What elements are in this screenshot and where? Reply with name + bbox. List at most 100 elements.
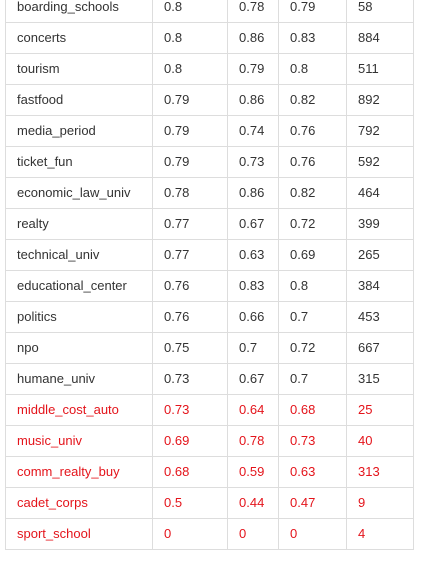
count-cell: 384 xyxy=(346,270,414,302)
metric-1-cell: 0.79 xyxy=(152,146,228,178)
metric-1-cell: 0.73 xyxy=(152,363,228,395)
metric-1-cell: 0.77 xyxy=(152,208,228,240)
metric-1-cell: 0.8 xyxy=(152,22,228,54)
table-row: boarding_schools 0.8 0.78 0.79 58 xyxy=(5,0,414,23)
metric-1-cell: 0.78 xyxy=(152,177,228,209)
metric-3-cell: 0 xyxy=(278,518,347,550)
metric-1-cell: 0.76 xyxy=(152,301,228,333)
metric-2-cell: 0.67 xyxy=(227,363,279,395)
metric-3-cell: 0.79 xyxy=(278,0,347,23)
count-cell: 667 xyxy=(346,332,414,364)
table-row: music_univ 0.69 0.78 0.73 40 xyxy=(5,425,414,457)
metric-3-cell: 0.83 xyxy=(278,22,347,54)
metric-3-cell: 0.76 xyxy=(278,115,347,147)
count-cell: 399 xyxy=(346,208,414,240)
category-name-cell: sport_school xyxy=(5,518,153,550)
metric-3-cell: 0.68 xyxy=(278,394,347,426)
metric-3-cell: 0.72 xyxy=(278,332,347,364)
category-name-cell: media_period xyxy=(5,115,153,147)
metric-1-cell: 0.8 xyxy=(152,0,228,23)
table-row: technical_univ 0.77 0.63 0.69 265 xyxy=(5,239,414,271)
count-cell: 592 xyxy=(346,146,414,178)
metric-3-cell: 0.8 xyxy=(278,270,347,302)
metric-1-cell: 0.76 xyxy=(152,270,228,302)
category-name-cell: educational_center xyxy=(5,270,153,302)
table-row: tourism 0.8 0.79 0.8 511 xyxy=(5,53,414,85)
count-cell: 892 xyxy=(346,84,414,116)
metric-3-cell: 0.82 xyxy=(278,177,347,209)
metric-3-cell: 0.47 xyxy=(278,487,347,519)
table-row: ticket_fun 0.79 0.73 0.76 592 xyxy=(5,146,414,178)
category-name-cell: realty xyxy=(5,208,153,240)
metric-2-cell: 0.83 xyxy=(227,270,279,302)
metric-2-cell: 0.86 xyxy=(227,84,279,116)
category-name-cell: technical_univ xyxy=(5,239,153,271)
metric-1-cell: 0.77 xyxy=(152,239,228,271)
table-row: cadet_corps 0.5 0.44 0.47 9 xyxy=(5,487,414,519)
metric-2-cell: 0.86 xyxy=(227,22,279,54)
metric-1-cell: 0.75 xyxy=(152,332,228,364)
metric-3-cell: 0.72 xyxy=(278,208,347,240)
table-row: economic_law_univ 0.78 0.86 0.82 464 xyxy=(5,177,414,209)
table-row: middle_cost_auto 0.73 0.64 0.68 25 xyxy=(5,394,414,426)
count-cell: 453 xyxy=(346,301,414,333)
category-name-cell: npo xyxy=(5,332,153,364)
metric-1-cell: 0 xyxy=(152,518,228,550)
metric-2-cell: 0.7 xyxy=(227,332,279,364)
count-cell: 9 xyxy=(346,487,414,519)
metrics-table: boarding_schools 0.8 0.78 0.79 58 concerts 0.8… xyxy=(5,0,414,550)
category-name-cell: economic_law_univ xyxy=(5,177,153,209)
metric-2-cell: 0.78 xyxy=(227,0,279,23)
metric-2-cell: 0.74 xyxy=(227,115,279,147)
count-cell: 4 xyxy=(346,518,414,550)
table-row: npo 0.75 0.7 0.72 667 xyxy=(5,332,414,364)
table-row: comm_realty_buy 0.68 0.59 0.63 313 xyxy=(5,456,414,488)
count-cell: 58 xyxy=(346,0,414,23)
table-row: fastfood 0.79 0.86 0.82 892 xyxy=(5,84,414,116)
table-row: sport_school 0 0 0 4 xyxy=(5,518,414,550)
metric-2-cell: 0.66 xyxy=(227,301,279,333)
metric-3-cell: 0.69 xyxy=(278,239,347,271)
count-cell: 315 xyxy=(346,363,414,395)
metric-3-cell: 0.7 xyxy=(278,363,347,395)
category-name-cell: comm_realty_buy xyxy=(5,456,153,488)
category-name-cell: politics xyxy=(5,301,153,333)
count-cell: 511 xyxy=(346,53,414,85)
count-cell: 884 xyxy=(346,22,414,54)
table-row: humane_univ 0.73 0.67 0.7 315 xyxy=(5,363,414,395)
metric-1-cell: 0.79 xyxy=(152,84,228,116)
metric-3-cell: 0.63 xyxy=(278,456,347,488)
category-name-cell: concerts xyxy=(5,22,153,54)
metric-1-cell: 0.79 xyxy=(152,115,228,147)
metric-2-cell: 0.63 xyxy=(227,239,279,271)
metric-1-cell: 0.8 xyxy=(152,53,228,85)
metric-3-cell: 0.73 xyxy=(278,425,347,457)
metric-3-cell: 0.82 xyxy=(278,84,347,116)
metric-3-cell: 0.8 xyxy=(278,53,347,85)
metric-1-cell: 0.68 xyxy=(152,456,228,488)
count-cell: 313 xyxy=(346,456,414,488)
table-row: concerts 0.8 0.86 0.83 884 xyxy=(5,22,414,54)
metric-1-cell: 0.73 xyxy=(152,394,228,426)
category-name-cell: humane_univ xyxy=(5,363,153,395)
metric-2-cell: 0.44 xyxy=(227,487,279,519)
table-row: realty 0.77 0.67 0.72 399 xyxy=(5,208,414,240)
metric-2-cell: 0.73 xyxy=(227,146,279,178)
table-row: media_period 0.79 0.74 0.76 792 xyxy=(5,115,414,147)
category-name-cell: middle_cost_auto xyxy=(5,394,153,426)
count-cell: 25 xyxy=(346,394,414,426)
metrics-table-body: boarding_schools 0.8 0.78 0.79 58 concerts 0.8… xyxy=(5,0,414,550)
category-name-cell: tourism xyxy=(5,53,153,85)
category-name-cell: ticket_fun xyxy=(5,146,153,178)
count-cell: 265 xyxy=(346,239,414,271)
table-row: politics 0.76 0.66 0.7 453 xyxy=(5,301,414,333)
metric-2-cell: 0.86 xyxy=(227,177,279,209)
count-cell: 40 xyxy=(346,425,414,457)
count-cell: 464 xyxy=(346,177,414,209)
table-row: educational_center 0.76 0.83 0.8 384 xyxy=(5,270,414,302)
category-name-cell: boarding_schools xyxy=(5,0,153,23)
category-name-cell: music_univ xyxy=(5,425,153,457)
metric-2-cell: 0.79 xyxy=(227,53,279,85)
count-cell: 792 xyxy=(346,115,414,147)
